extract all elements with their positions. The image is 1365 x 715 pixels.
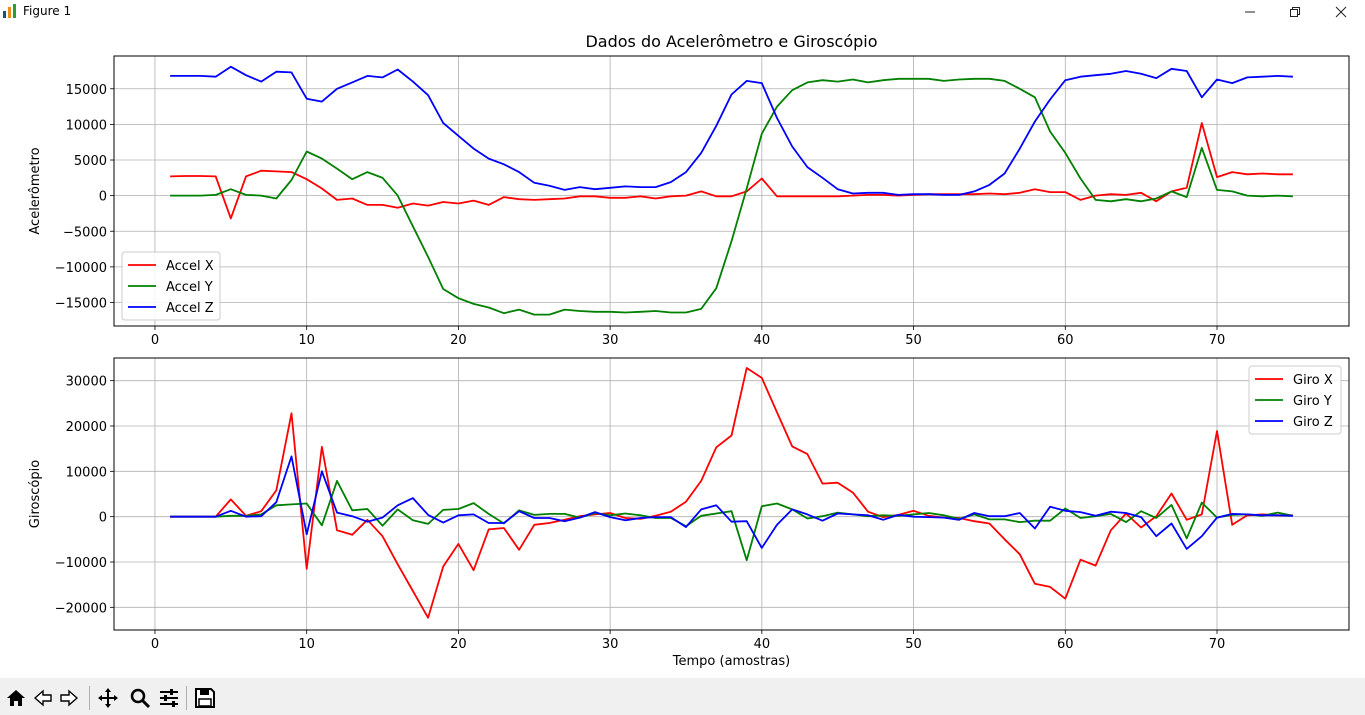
x-tick-label: 70 [1209, 637, 1226, 652]
window-title: Figure 1 [23, 4, 72, 18]
x-tick-label: 30 [602, 637, 619, 652]
x-tick-label: 50 [905, 637, 922, 652]
y-tick-label: −10000 [55, 556, 107, 571]
x-tick-label: 50 [905, 333, 922, 348]
y-tick-label: −5000 [63, 225, 107, 240]
x-tick-label: 10 [298, 637, 315, 652]
legend-entry: Giro Z [1293, 415, 1333, 430]
x-tick-label: 30 [602, 333, 619, 348]
restore-icon [1290, 6, 1300, 17]
legend-entry: Accel Y [166, 280, 213, 295]
x-tick-label: 20 [450, 637, 467, 652]
configure-subplots-icon[interactable] [158, 687, 180, 709]
toolbar-separator [186, 686, 187, 710]
y-tick-label: 30000 [66, 375, 107, 390]
legend-entry: Giro Y [1293, 394, 1332, 409]
y-tick-label: −10000 [55, 261, 107, 276]
x-tick-label: 70 [1209, 333, 1226, 348]
y-tick-label: −20000 [55, 601, 107, 616]
series-line-accel-x [170, 122, 1293, 220]
x-tick-label: 40 [754, 333, 771, 348]
zoom-icon[interactable] [129, 687, 151, 709]
legend-entry: Accel Z [166, 301, 214, 316]
legend-box [1248, 365, 1342, 435]
x-tick-label: 60 [1057, 637, 1074, 652]
y-tick-label: 5000 [74, 154, 107, 169]
pan-icon[interactable] [97, 687, 119, 709]
app-icon [3, 4, 16, 18]
y-tick-label: 15000 [66, 83, 107, 98]
restore-button[interactable] [1272, 0, 1318, 23]
legend-entry: Giro X [1293, 373, 1333, 388]
save-icon[interactable] [194, 687, 216, 709]
y-tick-label: 0 [99, 190, 107, 205]
series-line-accel-z [170, 65, 1293, 196]
series-line-accel-y [170, 77, 1293, 316]
y-axis-label: Giroscópio [28, 460, 43, 528]
axes-frame [113, 55, 1350, 327]
chart-title: Dados do Acelerômetro e Giroscópio [585, 32, 877, 51]
close-button[interactable] [1318, 0, 1364, 23]
legend-entry: Accel X [166, 259, 214, 274]
minimize-icon [1245, 11, 1255, 12]
x-tick-label: 60 [1057, 333, 1074, 348]
y-tick-label: 20000 [66, 420, 107, 435]
series-line-giro-x [170, 367, 1293, 619]
y-tick-label: −15000 [55, 296, 107, 311]
x-tick-label: 10 [298, 333, 315, 348]
x-tick-label: 0 [151, 333, 159, 348]
minimize-button[interactable] [1227, 0, 1273, 23]
y-tick-label: 0 [99, 511, 107, 526]
x-tick-label: 40 [754, 637, 771, 652]
y-tick-label: 10000 [66, 118, 107, 133]
figure-svg: Dados do Acelerômetro e Giroscópio 0 10 20 3… [28, 32, 1350, 669]
forward-icon[interactable] [58, 687, 80, 709]
title-bar: Figure 1 [0, 0, 1365, 23]
axes-frame [113, 357, 1350, 631]
series-line-giro-z [170, 455, 1293, 550]
toolbar-separator [89, 686, 90, 710]
y-tick-label: 10000 [66, 465, 107, 480]
figure-canvas[interactable]: Dados do Acelerômetro e Giroscópio 0 10 20 3… [0, 23, 1365, 678]
navigation-toolbar [0, 678, 1365, 715]
x-tick-label: 0 [151, 637, 159, 652]
home-icon[interactable] [5, 687, 27, 709]
series-line-giro-y [170, 479, 1294, 562]
close-icon [1335, 6, 1347, 17]
y-axis-label: Acelerômetro [28, 147, 43, 234]
back-icon[interactable] [32, 687, 54, 709]
x-tick-label: 20 [450, 333, 467, 348]
x-axis-label: Tempo (amostras) [672, 654, 790, 669]
legend-box [121, 251, 221, 321]
